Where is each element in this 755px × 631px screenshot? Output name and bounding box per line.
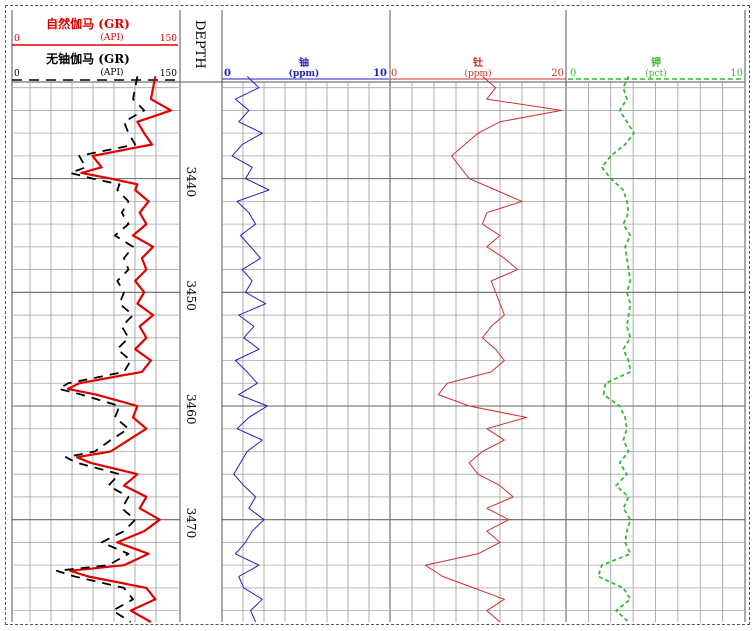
potassium-curve bbox=[597, 75, 635, 623]
gr-curve-unit: (API) bbox=[100, 32, 123, 43]
cgr-curve-min: 0 bbox=[14, 69, 20, 79]
track-headers: 自然伽马 (GR) (API) 0 150 无铀伽马 (GR) (API) 0 … bbox=[12, 16, 745, 81]
track-grids bbox=[11, 10, 746, 622]
thorium-curve bbox=[424, 75, 563, 623]
uranium-curve-max: 10 bbox=[373, 68, 387, 79]
potassium-curve-min: 0 bbox=[570, 68, 576, 79]
thorium-curve-min: 0 bbox=[391, 68, 397, 79]
uranium-curve-min: 0 bbox=[224, 68, 231, 79]
log-frame bbox=[5, 5, 750, 625]
depth-tick-3470: 3470 bbox=[184, 508, 198, 539]
log-curves bbox=[55, 75, 635, 623]
gr-curve-name: 自然伽马 (GR) bbox=[46, 16, 130, 31]
cgr-curve bbox=[55, 76, 146, 623]
thorium-curve-max: 20 bbox=[551, 68, 564, 79]
potassium-curve-unit: (pct) bbox=[645, 68, 666, 79]
potassium-curve-name: 钾 bbox=[651, 56, 661, 69]
uranium-curve bbox=[231, 75, 270, 623]
cgr-curve-name: 无铀伽马 (GR) bbox=[45, 51, 130, 66]
gr-curve-max: 150 bbox=[160, 34, 177, 44]
thorium-curve-unit: (ppm) bbox=[464, 68, 491, 79]
depth-tick-3450: 3450 bbox=[184, 280, 198, 311]
potassium-curve-max: 10 bbox=[730, 68, 743, 79]
cgr-curve-max: 150 bbox=[160, 69, 177, 79]
thorium-curve-name: 钍 bbox=[473, 56, 483, 69]
gr-curve bbox=[66, 76, 173, 623]
uranium-curve-unit: (ppm) bbox=[289, 68, 320, 79]
depth-tick-3440: 3440 bbox=[184, 167, 198, 198]
uranium-curve-name: 铀 bbox=[299, 56, 309, 69]
cgr-curve-unit: (API) bbox=[100, 67, 123, 78]
depth-tick-labels: 3440 3450 3460 3470 bbox=[184, 167, 198, 539]
gr-curve-min: 0 bbox=[14, 34, 20, 44]
depth-tick-3460: 3460 bbox=[184, 394, 198, 425]
depth-label: DEPTH bbox=[192, 20, 207, 69]
